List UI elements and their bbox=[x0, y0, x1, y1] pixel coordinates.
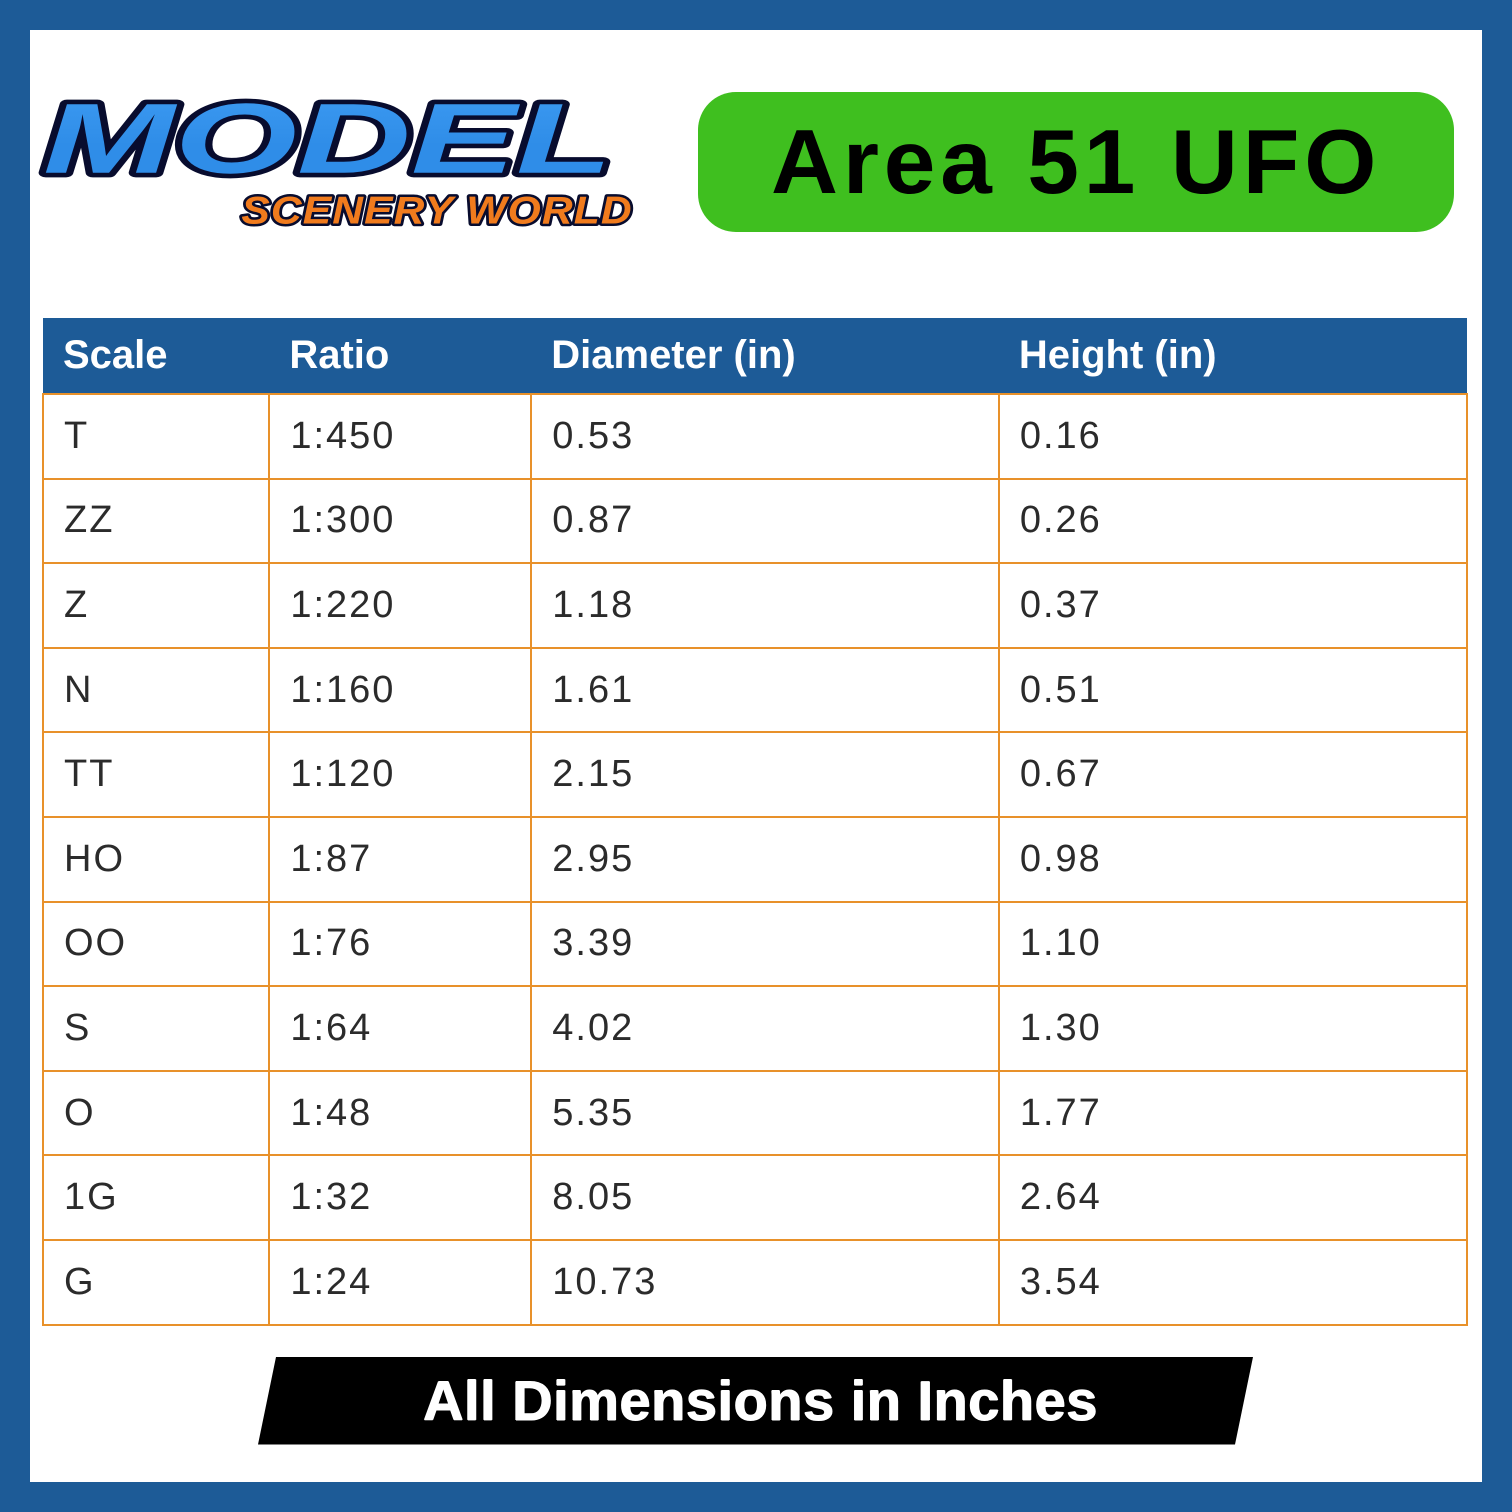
svg-text:MODEL: MODEL bbox=[43, 84, 612, 195]
svg-text:SCENERY WORLD: SCENERY WORLD bbox=[241, 190, 632, 233]
